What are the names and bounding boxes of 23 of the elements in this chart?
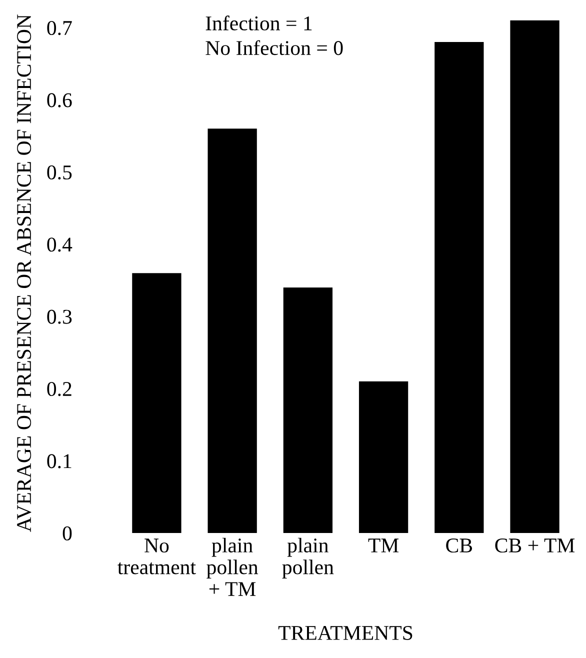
y-tick-label: 0.3 [47,310,72,324]
bar [208,128,257,533]
y-tick-label: 0.4 [47,238,72,252]
y-tick-label: 0.6 [47,93,72,108]
bar [132,273,182,533]
x-tick-label: TM [368,538,399,552]
x-tick-label: plain pollen + TM [206,538,258,596]
y-tick-label: 0.1 [47,454,72,468]
bar [358,381,408,533]
x-tick-label: CB [446,538,472,553]
x-tick-label: plain pollen [282,538,334,579]
x-tick-label: CB + TM [495,538,575,553]
y-tick-label: 0.7 [47,20,72,36]
y-tick-label: 0.5 [47,165,72,180]
y-axis-title: AVERAGE OF PRESENCE OR ABSENCE OF INFECTION [17,14,32,532]
bar [434,42,484,533]
bar [510,20,560,533]
x-tick-label: No treatment [118,538,196,574]
y-tick-label: 0.2 [47,382,72,396]
bar [283,288,333,533]
x-axis-title: TREATMENTS [278,626,412,640]
annotation: Infection = 1 No Infection = 0 [206,16,343,56]
y-tick-label: 0 [62,526,72,540]
